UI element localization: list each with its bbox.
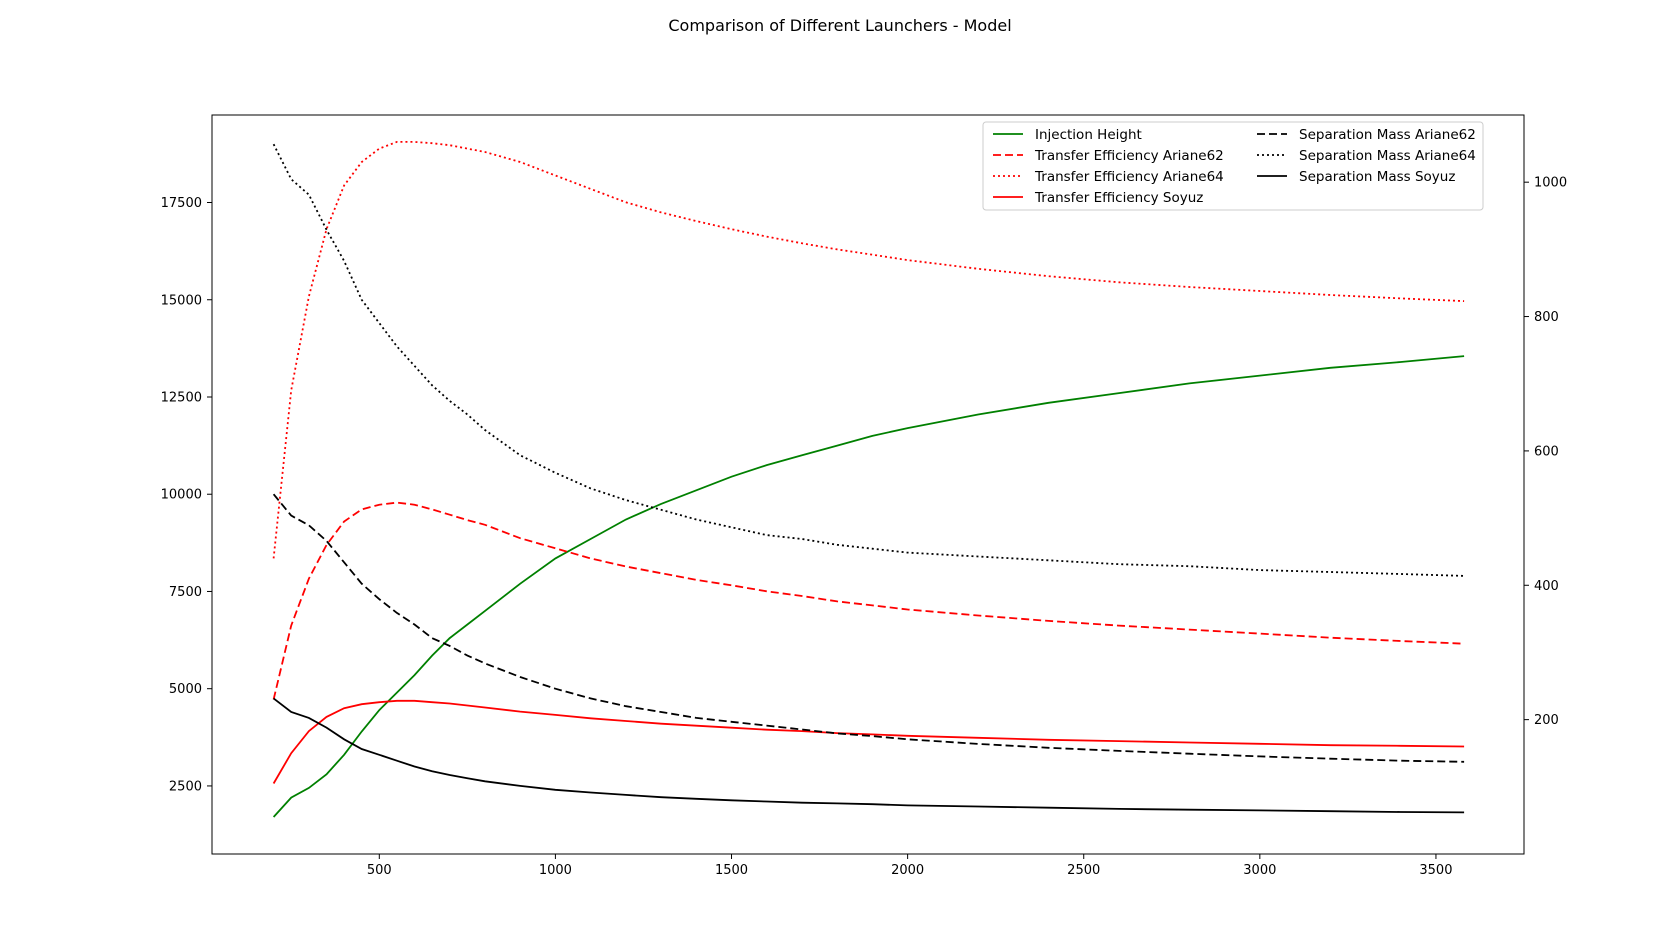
right-y-tick-label: 1000 (1534, 176, 1567, 191)
series-line-transfer-efficiency-soyuz (272, 699, 1465, 784)
x-tick-label: 2000 (891, 863, 924, 878)
legend-label: Transfer Efficiency Ariane64 (1034, 169, 1224, 185)
legend-label: Separation Mass Ariane62 (1299, 127, 1476, 143)
right-y-tick-label: 400 (1534, 579, 1559, 594)
left-y-tick-label: 2500 (169, 779, 202, 794)
chart-title: Comparison of Different Launchers - Mode… (668, 16, 1011, 35)
plot-frame (211, 114, 1525, 855)
series-line-transfer-efficiency-ariane62 (272, 501, 1465, 700)
legend-label: Injection Height (1035, 127, 1142, 143)
x-tick-label: 3500 (1419, 863, 1452, 878)
right-y-axis-ticks: 200 400 600 800 1000 (1524, 176, 1567, 728)
series-line-injection-height (272, 355, 1465, 818)
right-y-tick-label: 800 (1534, 310, 1559, 325)
series-line-separation-mass-ariane64 (272, 143, 1465, 577)
legend-label: Separation Mass Ariane64 (1299, 148, 1476, 164)
left-y-tick-label: 7500 (169, 585, 202, 600)
left-y-tick-label: 17500 (161, 196, 202, 211)
right-y-tick-label: 200 (1534, 713, 1559, 728)
x-tick-label: 1500 (715, 863, 748, 878)
legend-box (982, 121, 1484, 211)
legend-label: Transfer Efficiency Ariane62 (1034, 148, 1224, 164)
left-y-tick-label: 12500 (161, 390, 202, 405)
series-line-separation-mass-ariane62 (272, 493, 1465, 763)
left-y-tick-label: 10000 (161, 488, 202, 503)
x-axis-ticks: 500 1000 1500 2000 2500 3000 3500 (367, 854, 1452, 878)
x-tick-label: 500 (367, 863, 392, 878)
left-y-tick-label: 5000 (169, 682, 202, 697)
legend-label: Separation Mass Soyuz (1299, 169, 1455, 185)
left-y-axis-ticks: 2500 5000 7500 10000 12500 15000 17500 (161, 196, 212, 794)
legend: Injection Height Transfer Efficiency Aria… (982, 121, 1484, 211)
right-y-tick-label: 600 (1534, 444, 1559, 459)
left-y-tick-label: 15000 (161, 293, 202, 308)
x-tick-label: 3000 (1243, 863, 1276, 878)
series-line-separation-mass-soyuz (273, 697, 1465, 814)
x-tick-label: 1000 (539, 863, 572, 878)
series-layer (272, 140, 1465, 818)
x-tick-label: 2500 (1067, 863, 1100, 878)
series-line-transfer-efficiency-ariane64 (272, 140, 1465, 559)
legend-label: Transfer Efficiency Soyuz (1034, 190, 1203, 206)
